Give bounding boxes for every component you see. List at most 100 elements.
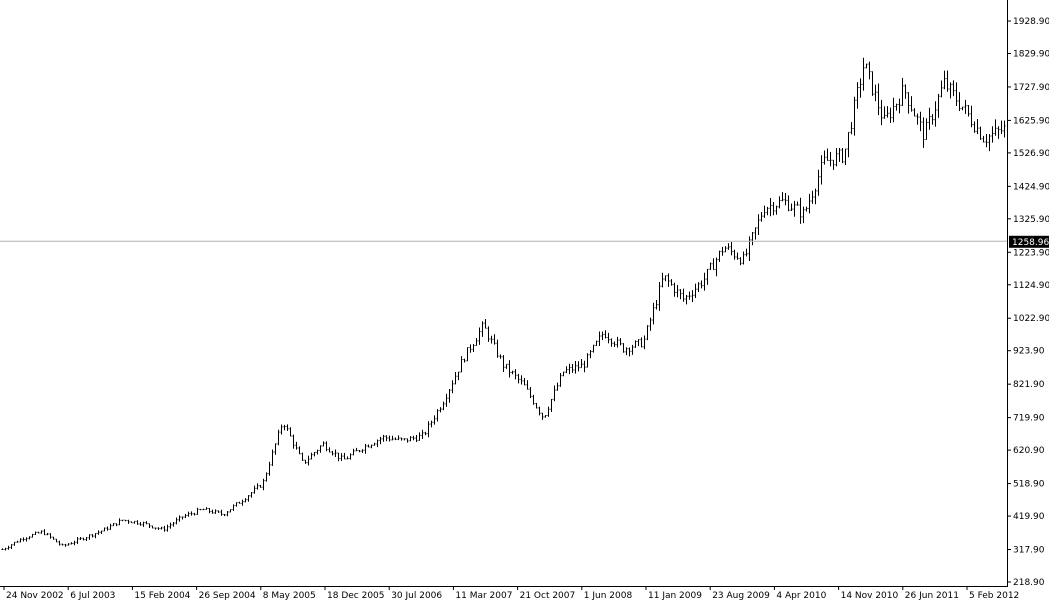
ohlc-bar bbox=[238, 501, 241, 504]
ohlc-bar bbox=[85, 536, 88, 542]
ohlc-bar bbox=[568, 363, 571, 375]
ohlc-bar bbox=[667, 273, 670, 287]
ohlc-bar bbox=[553, 385, 556, 402]
ohlc-bar bbox=[976, 118, 979, 135]
ohlc-bar bbox=[121, 519, 124, 522]
ohlc-bar bbox=[742, 251, 745, 265]
ohlc-bar bbox=[19, 538, 22, 543]
ohlc-bar bbox=[760, 212, 763, 222]
ohlc-bar bbox=[826, 148, 829, 161]
ohlc-bar bbox=[847, 131, 850, 158]
ohlc-bar bbox=[910, 96, 913, 112]
ohlc-bar bbox=[655, 299, 658, 310]
ohlc-bar bbox=[181, 516, 184, 520]
ohlc-bar bbox=[583, 360, 586, 373]
ohlc-bar bbox=[562, 371, 565, 377]
ohlc-bar bbox=[523, 377, 526, 386]
ohlc-bar bbox=[661, 272, 664, 288]
ohlc-bar bbox=[751, 231, 754, 246]
ohlc-bar bbox=[328, 447, 331, 453]
ohlc-bar bbox=[664, 275, 667, 282]
ohlc-bar bbox=[703, 272, 706, 291]
ohlc-bar bbox=[616, 336, 619, 348]
ohlc-bar bbox=[7, 545, 10, 550]
ohlc-bar bbox=[217, 510, 220, 513]
ohlc-bar bbox=[670, 279, 673, 286]
ohlc-bar bbox=[67, 543, 70, 546]
x-tick-label: 8 May 2005 bbox=[263, 591, 316, 601]
ohlc-bar bbox=[388, 435, 391, 442]
ohlc-bar bbox=[808, 193, 811, 214]
ohlc-bar bbox=[358, 449, 361, 453]
ohlc-bar bbox=[424, 431, 427, 436]
ohlc-bar bbox=[544, 414, 547, 418]
x-tick-label: 26 Sep 2004 bbox=[199, 591, 256, 601]
y-tick-label: 1928.90 bbox=[1013, 17, 1049, 27]
ohlc-bar bbox=[151, 525, 154, 529]
ohlc-bar bbox=[199, 508, 202, 511]
ohlc-bar bbox=[685, 295, 688, 305]
current-price-label: 1258.96 bbox=[1012, 238, 1049, 248]
ohlc-bar bbox=[475, 338, 478, 346]
ohlc-bar bbox=[565, 366, 568, 374]
ohlc-bar bbox=[16, 540, 19, 543]
ohlc-bar bbox=[853, 96, 856, 136]
ohlc-bar bbox=[694, 283, 697, 298]
ohlc-bar bbox=[493, 334, 496, 345]
ohlc-bar bbox=[979, 126, 982, 140]
ohlc-bar bbox=[691, 290, 694, 303]
ohlc-bar bbox=[58, 540, 61, 546]
ohlc-bar bbox=[469, 344, 472, 353]
ohlc-bar bbox=[895, 103, 898, 111]
ohlc-bar bbox=[538, 406, 541, 416]
ohlc-bar bbox=[262, 478, 265, 491]
ohlc-bar bbox=[157, 527, 160, 530]
ohlc-bar bbox=[937, 93, 940, 118]
ohlc-bar bbox=[301, 452, 304, 461]
ohlc-bar bbox=[949, 82, 952, 99]
ohlc-bar bbox=[142, 521, 145, 527]
ohlc-bar bbox=[169, 522, 172, 529]
ohlc-bar bbox=[928, 107, 931, 130]
ohlc-bar bbox=[10, 544, 13, 549]
ohlc-bar bbox=[247, 495, 250, 502]
ohlc-bar bbox=[454, 372, 457, 385]
ohlc-bar bbox=[925, 118, 928, 140]
ohlc-bar bbox=[649, 317, 652, 331]
ohlc-bar bbox=[325, 441, 328, 452]
ohlc-bar bbox=[628, 347, 631, 357]
ohlc-bar bbox=[376, 439, 379, 448]
ohlc-bar bbox=[625, 347, 628, 356]
ohlc-bar bbox=[838, 147, 841, 162]
ohlc-bar bbox=[235, 502, 238, 507]
ohlc-bar bbox=[763, 205, 766, 218]
ohlc-bar bbox=[889, 107, 892, 123]
ohlc-bar bbox=[139, 522, 142, 526]
ohlc-bar bbox=[190, 511, 193, 516]
ohlc-bar bbox=[805, 206, 808, 212]
ohlc-bar bbox=[184, 513, 187, 519]
ohlc-bar bbox=[901, 77, 904, 106]
ohlc-bar bbox=[730, 241, 733, 256]
ohlc-bar bbox=[409, 436, 412, 442]
ohlc-bar bbox=[382, 434, 385, 442]
y-tick-label: 218.90 bbox=[1013, 578, 1045, 588]
ohlc-bar bbox=[79, 537, 82, 540]
ohlc-bar bbox=[874, 84, 877, 102]
y-tick-label: 719.90 bbox=[1013, 414, 1045, 424]
ohlc-bar bbox=[259, 484, 262, 488]
ohlc-bar bbox=[817, 169, 820, 196]
ohlc-bar bbox=[451, 380, 454, 394]
ohlc-bar bbox=[652, 302, 655, 325]
ohlc-bar bbox=[223, 513, 226, 517]
ohlc-bar bbox=[721, 246, 724, 256]
ohlc-bar bbox=[787, 195, 790, 212]
ohlc-bar bbox=[994, 119, 997, 136]
ohlc-bar bbox=[112, 523, 115, 527]
ohlc-bar bbox=[1000, 120, 1003, 134]
ohlc-bar bbox=[997, 126, 1000, 139]
ohlc-bar bbox=[697, 282, 700, 293]
ohlc-bar bbox=[757, 214, 760, 235]
ohlc-bar bbox=[865, 63, 868, 69]
x-tick-label: 1 Jun 2008 bbox=[584, 591, 633, 601]
